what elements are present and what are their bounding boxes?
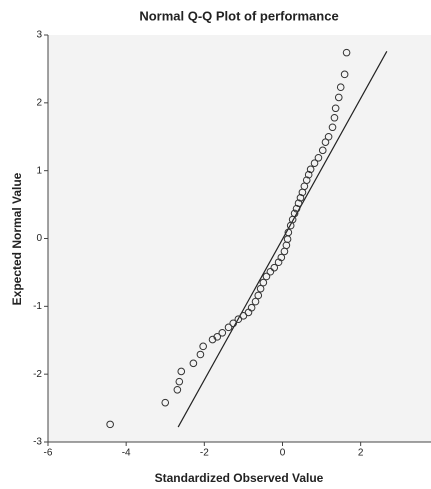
data-point xyxy=(302,176,311,184)
data-point xyxy=(314,153,323,162)
x-axis-title: Standardized Observed Value xyxy=(155,471,324,485)
y-tick-label: 3 xyxy=(36,30,42,41)
data-point xyxy=(336,83,345,92)
x-tick-label: 0 xyxy=(280,448,286,459)
data-point xyxy=(106,420,114,429)
data-point xyxy=(173,385,182,394)
data-point xyxy=(199,342,207,351)
data-point xyxy=(266,267,275,276)
data-point xyxy=(306,165,315,174)
data-point xyxy=(318,146,327,155)
data-point xyxy=(251,297,260,306)
reference-line xyxy=(177,50,388,428)
y-tick-label: 1 xyxy=(36,165,42,176)
plot-area xyxy=(48,35,431,442)
data-point xyxy=(296,194,305,202)
x-tick-label: -4 xyxy=(122,448,131,459)
data-point xyxy=(262,272,271,281)
data-point xyxy=(334,93,343,102)
x-tick-label: -2 xyxy=(200,448,209,459)
y-tick-label: 0 xyxy=(36,233,42,244)
y-tick-label: -2 xyxy=(33,369,42,380)
data-point xyxy=(161,398,170,407)
data-point xyxy=(310,159,319,168)
data-point xyxy=(213,333,222,341)
data-point xyxy=(304,170,313,179)
data-point xyxy=(294,199,303,208)
data-point xyxy=(292,204,301,213)
data-point xyxy=(177,367,186,376)
data-point xyxy=(331,104,340,113)
y-tick-label: -3 xyxy=(33,437,42,448)
data-point xyxy=(256,284,265,293)
data-point xyxy=(277,253,286,262)
data-point xyxy=(259,278,268,287)
x-tick-label: 2 xyxy=(358,448,364,459)
data-point xyxy=(284,228,293,237)
data-point xyxy=(175,377,184,386)
data-point xyxy=(254,291,263,300)
data-point xyxy=(189,359,198,368)
data-point xyxy=(270,263,279,272)
y-tick-label: 2 xyxy=(36,97,42,108)
y-tick-label: -1 xyxy=(33,301,42,312)
data-point xyxy=(340,70,349,79)
data-point xyxy=(342,48,351,57)
chart-title: Normal Q-Q Plot of performance xyxy=(139,8,338,23)
data-point xyxy=(290,209,299,218)
data-point xyxy=(324,132,333,141)
data-point xyxy=(218,328,227,337)
data-point xyxy=(239,312,248,320)
y-axis-title: Expected Normal Value xyxy=(10,172,24,305)
data-point xyxy=(234,315,243,324)
data-point xyxy=(328,123,337,132)
data-point xyxy=(247,303,256,312)
data-point xyxy=(330,113,339,122)
data-point xyxy=(196,350,205,359)
data-point xyxy=(229,319,238,328)
data-point xyxy=(224,323,233,332)
x-tick-label: -6 xyxy=(44,448,53,459)
